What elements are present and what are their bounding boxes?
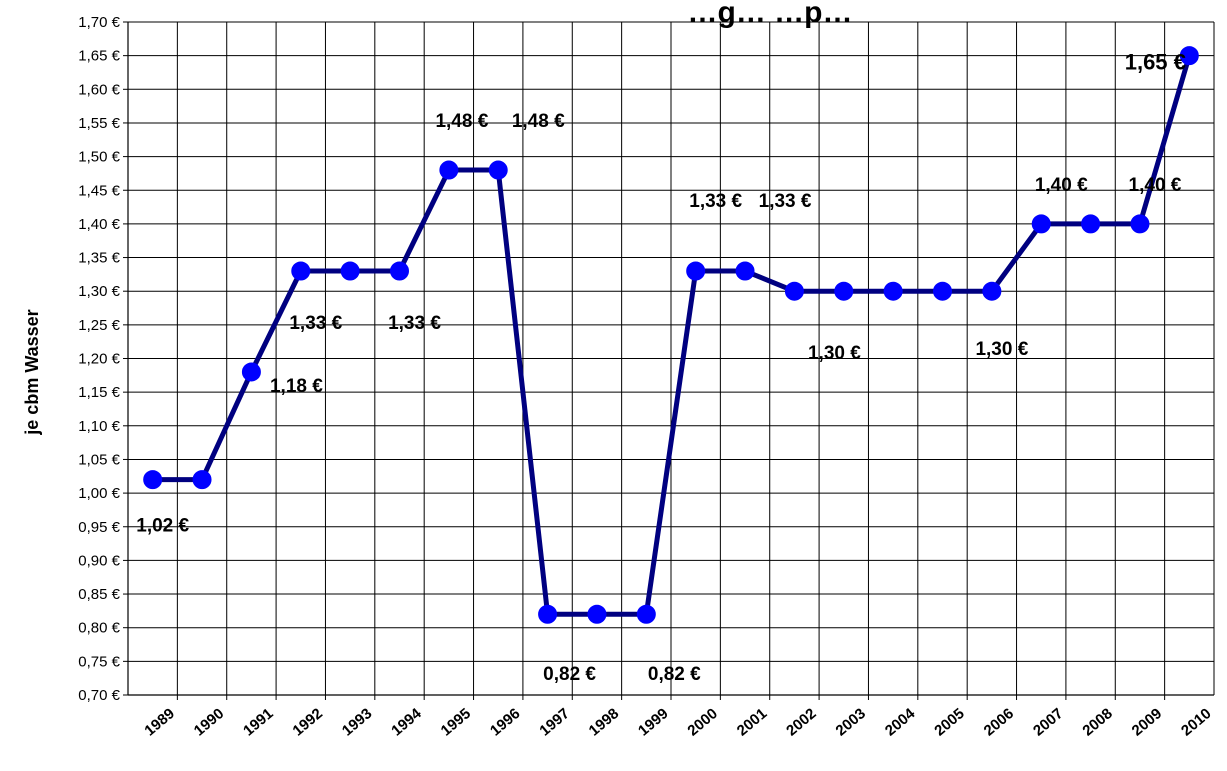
data-point xyxy=(241,362,261,382)
data-point xyxy=(1081,214,1101,234)
data-point xyxy=(340,261,360,281)
data-label: 1,33 € xyxy=(388,313,441,334)
data-label: 1,30 € xyxy=(808,343,861,364)
data-point xyxy=(636,604,656,624)
x-tick-label: 2000 xyxy=(684,705,720,739)
x-tick-label: 1993 xyxy=(339,705,375,739)
y-tick-label: 1,20 € xyxy=(78,351,120,368)
y-tick-label: 1,25 € xyxy=(78,317,120,334)
data-label: 1,65 € xyxy=(1125,50,1186,75)
data-point xyxy=(784,281,804,301)
y-tick-label: 0,70 € xyxy=(78,687,120,704)
data-label: 1,33 € xyxy=(689,191,742,212)
x-tick-label: 1996 xyxy=(487,705,523,739)
y-tick-label: 1,55 € xyxy=(78,115,120,132)
data-point xyxy=(933,281,952,301)
x-tick-label: 1994 xyxy=(388,705,425,740)
y-tick-label: 1,35 € xyxy=(78,250,120,267)
data-label: 1,02 € xyxy=(136,516,189,537)
data-point xyxy=(587,604,607,624)
y-tick-label: 1,15 € xyxy=(78,384,120,401)
x-tick-label: 2009 xyxy=(1129,705,1165,739)
data-point xyxy=(143,470,163,490)
data-label: 0,82 € xyxy=(543,664,596,685)
y-tick-label: 1,05 € xyxy=(78,451,120,468)
data-label: 1,48 € xyxy=(435,111,488,132)
y-tick-label: 1,10 € xyxy=(78,418,120,435)
y-tick-label: 1,50 € xyxy=(78,149,120,166)
y-axis-title: je cbm Wasser xyxy=(22,309,42,435)
y-tick-label: 1,60 € xyxy=(78,81,120,98)
x-tick-label: 2008 xyxy=(1079,705,1115,739)
x-tick-label: 1992 xyxy=(290,705,326,739)
x-tick-label: 2002 xyxy=(783,705,819,739)
x-tick-label: 1991 xyxy=(240,705,276,739)
x-tick-label: 1998 xyxy=(586,705,622,739)
axes xyxy=(123,21,1214,700)
y-tick-label: 0,85 € xyxy=(78,586,120,603)
y-tick-labels: 0,70 € 0,75 € 0,80 € 0,85 € 0,90 € 0,95 € 1,00… xyxy=(78,14,120,704)
y-tick-label: 1,40 € xyxy=(78,216,120,233)
data-point xyxy=(538,604,558,624)
data-label: 1,40 € xyxy=(1129,175,1182,196)
data-labels: 1,02 € 1,18 € 1,33 € 1,33 € 1,48 € 1,48 € 0,82… xyxy=(136,50,1186,686)
data-point xyxy=(982,281,1002,301)
data-point xyxy=(291,261,311,281)
x-tick-label: 1989 xyxy=(141,705,177,739)
x-tick-label: 1990 xyxy=(191,705,227,739)
data-label: 1,30 € xyxy=(975,339,1028,360)
y-tick-label: 0,80 € xyxy=(78,620,120,637)
y-tick-label: 1,65 € xyxy=(78,48,120,65)
x-tick-label: 1997 xyxy=(536,705,572,739)
x-tick-label: 1995 xyxy=(438,705,474,739)
data-label: 1,18 € xyxy=(270,376,323,397)
data-label: 1,40 € xyxy=(1035,175,1088,196)
chart-title: …g… …p… xyxy=(688,0,853,29)
series xyxy=(143,46,1199,624)
x-tick-label: 1999 xyxy=(635,705,671,739)
data-point xyxy=(686,261,706,281)
data-point xyxy=(1130,214,1150,234)
x-tick-label: 2003 xyxy=(833,705,869,739)
data-point xyxy=(883,281,903,301)
data-label: 0,82 € xyxy=(648,664,701,685)
x-tick-label: 2005 xyxy=(931,705,967,739)
x-tick-label: 2007 xyxy=(1030,705,1066,739)
x-tick-label: 2010 xyxy=(1178,705,1214,739)
data-label: 1,33 € xyxy=(289,313,342,334)
data-point xyxy=(488,160,508,180)
data-point xyxy=(1031,214,1051,234)
data-point xyxy=(390,261,409,281)
y-tick-label: 0,90 € xyxy=(78,552,120,569)
x-tick-label: 2006 xyxy=(981,705,1017,739)
data-point xyxy=(834,281,854,301)
y-tick-label: 0,95 € xyxy=(78,519,120,536)
y-tick-label: 0,75 € xyxy=(78,653,120,670)
x-tick-labels: 1989 1990 1991 1992 1993 1994 1995 1996 1997 1998… xyxy=(141,705,1214,740)
y-tick-label: 1,45 € xyxy=(78,182,120,199)
y-tick-label: 1,70 € xyxy=(78,14,120,31)
y-tick-label: 1,30 € xyxy=(78,283,120,300)
series-line xyxy=(152,54,1192,617)
data-point xyxy=(439,160,459,180)
y-tick-label: 1,00 € xyxy=(78,485,120,502)
data-point xyxy=(735,261,755,281)
grid xyxy=(127,21,1215,696)
data-label: 1,33 € xyxy=(759,191,812,212)
x-tick-label: 2001 xyxy=(734,705,770,739)
data-point xyxy=(192,470,212,490)
data-point xyxy=(1179,46,1199,66)
x-tick-label: 2004 xyxy=(882,705,919,740)
data-label: 1,48 € xyxy=(512,111,565,132)
